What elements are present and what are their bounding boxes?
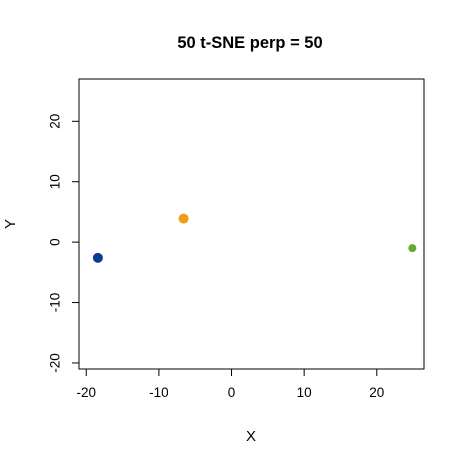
chart-title: 50 t-SNE perp = 50 bbox=[177, 34, 322, 52]
y-tick-label: -20 bbox=[48, 353, 63, 373]
y-tick-label: 10 bbox=[48, 174, 63, 189]
y-tick-label: -10 bbox=[48, 293, 63, 313]
y-axis: -20 -10 0 10 20 bbox=[48, 114, 80, 373]
x-axis: -20 -10 0 10 20 bbox=[77, 368, 384, 400]
data-point bbox=[92, 252, 103, 263]
x-tick-label: 10 bbox=[297, 385, 312, 400]
y-tick-label: 0 bbox=[48, 238, 63, 246]
data-point bbox=[178, 213, 189, 224]
x-tick-label: -10 bbox=[149, 385, 169, 400]
y-tick-label: 20 bbox=[48, 114, 63, 129]
x-tick-label: 0 bbox=[228, 385, 236, 400]
plot-frame bbox=[78, 78, 425, 370]
data-point bbox=[408, 244, 417, 253]
x-tick-label: 20 bbox=[369, 385, 384, 400]
data-points bbox=[92, 213, 417, 263]
y-axis-label: Y bbox=[2, 219, 19, 229]
x-tick-label: -20 bbox=[77, 385, 97, 400]
x-axis-label: X bbox=[246, 428, 256, 445]
